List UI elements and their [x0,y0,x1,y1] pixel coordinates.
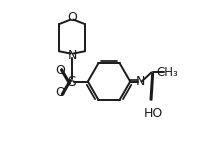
Text: N: N [67,49,77,62]
Text: CH₃: CH₃ [157,66,178,79]
Text: O: O [55,64,65,77]
Text: N: N [135,75,145,88]
Text: O: O [67,11,77,24]
Text: S: S [68,75,76,89]
Text: HO: HO [143,107,163,120]
Text: O: O [55,86,65,99]
